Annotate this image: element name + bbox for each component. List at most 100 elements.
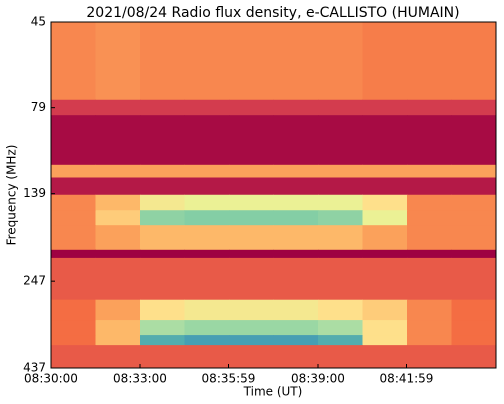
heatmap-cell [140,99,185,116]
heatmap-cell [273,115,319,166]
heatmap-cell [140,225,185,251]
heatmap-cell [51,225,96,251]
heatmap-cell [318,22,363,101]
heatmap-cell [140,249,185,259]
heatmap-cell [273,225,319,251]
heatmap-cell [140,164,185,178]
heatmap-cell [318,164,363,178]
heatmap-cell [51,257,96,301]
heatmap-cell [140,299,185,321]
heatmap-cell [229,177,274,196]
heatmap-cell [184,194,230,211]
heatmap-cell [229,164,274,178]
heatmap-cell [140,257,185,301]
y-axis-label: Frequency (MHz) [5,145,19,246]
heatmap-cell [273,299,319,321]
heatmap-cell [318,115,363,166]
heatmap-cell [229,249,274,259]
heatmap-cell [140,320,185,336]
x-tick-label: 08:41:59 [380,372,434,386]
x-axis-label: Time (UT) [243,385,303,399]
y-tick-label: 79 [31,100,46,114]
heatmap-cell [51,115,96,166]
heatmap-cell [51,320,96,336]
heatmap-cell [51,164,96,178]
heatmap-cell [184,210,230,226]
heatmap-cell [451,22,497,101]
heatmap-cell [184,164,230,178]
heatmap-cell [229,257,274,301]
heatmap-cell [184,99,230,116]
heatmap-cell [95,177,141,196]
heatmap-cell [140,22,185,101]
heatmap-cell [362,257,408,301]
heatmap-cell [184,345,230,369]
heatmap-cell [407,345,452,369]
heatmap-cell [362,335,408,346]
heatmap-cell [95,22,141,101]
heatmap-cell [51,249,96,259]
heatmap-cell [95,345,141,369]
heatmap-cell [273,320,319,336]
x-tick-label: 08:33:00 [113,372,167,386]
heatmap-cell [451,299,497,321]
heatmap-cell [407,99,452,116]
heatmap-cell [51,22,96,101]
heatmap-cell [95,115,141,166]
heatmap-cell [451,345,497,369]
heatmap-cell [95,210,141,226]
heatmap-cell [229,299,274,321]
heatmap-cell [451,335,497,346]
heatmap-cell [51,335,96,346]
heatmap-cell [318,345,363,369]
heatmap-cell [318,299,363,321]
heatmap-cell [318,320,363,336]
heatmap-cell [273,177,319,196]
heatmap-cell [184,115,230,166]
heatmap-cell [451,194,497,211]
heatmap-cell [451,115,497,166]
x-tick-label: 08:35:59 [202,372,256,386]
heatmap-cell [184,225,230,251]
heatmap-cell [140,210,185,226]
heatmap-cell [451,99,497,116]
heatmap-cell [184,177,230,196]
heatmap-cell [407,257,452,301]
y-tick-label: 45 [31,15,46,29]
heatmap-cell [451,249,497,259]
heatmap-cell [362,194,408,211]
heatmap-cell [184,299,230,321]
heatmap-cell [407,320,452,336]
heatmap-cell [318,335,363,346]
heatmap-cell [362,164,408,178]
heatmap-cell [51,177,96,196]
heatmap-cell [51,194,96,211]
heatmap-cell [273,210,319,226]
heatmap-cell [407,299,452,321]
plot-frame [50,21,497,369]
heatmap-cell [95,257,141,301]
y-tick-label: 247 [23,274,46,288]
heatmap-cell [140,335,185,346]
heatmap-cell [318,177,363,196]
heatmap-cell [51,99,96,116]
heatmap-cell [273,99,319,116]
heatmap-cell [229,320,274,336]
heatmap-cell [184,22,230,101]
heatmap-cell [273,335,319,346]
heatmap-cell [273,194,319,211]
heatmap-cell [95,320,141,336]
heatmap-cell [318,257,363,301]
heatmap-cell [95,164,141,178]
heatmap-cell [95,194,141,211]
heatmap-cell [140,115,185,166]
heatmap-cell [451,177,497,196]
heatmap-cell [318,210,363,226]
heatmap-cell [95,225,141,251]
heatmap-cell [318,249,363,259]
x-tick-label: 08:30:00 [24,372,78,386]
heatmap-cell [318,99,363,116]
heatmap-cell [362,299,408,321]
heatmap-cell [451,164,497,178]
heatmap-cell [362,249,408,259]
